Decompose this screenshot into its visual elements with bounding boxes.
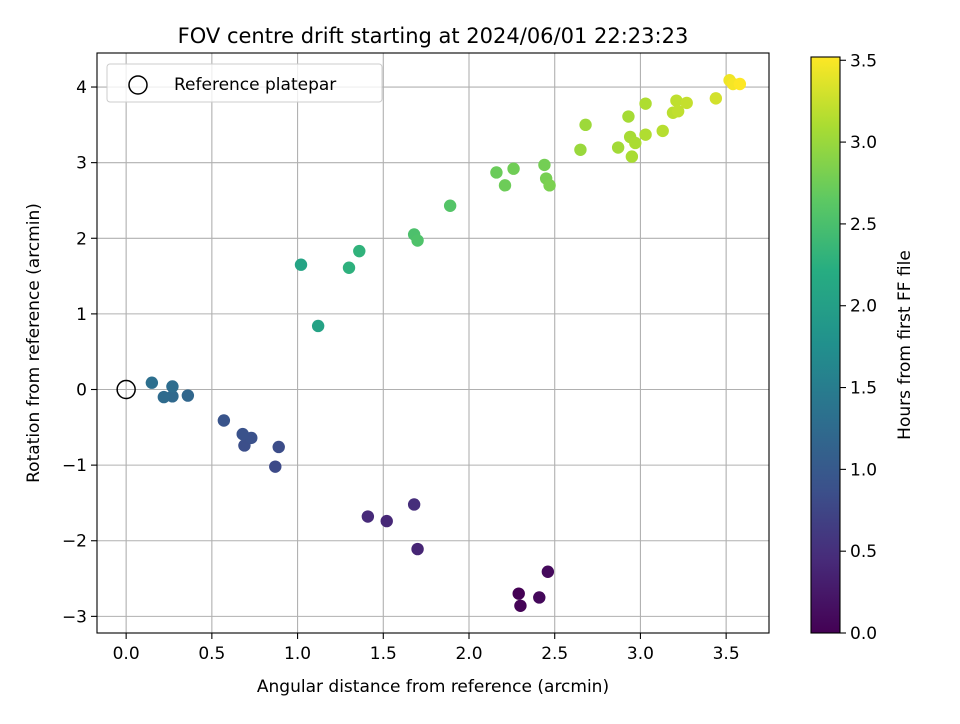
- colorbar-tick-label: 2.0: [850, 297, 877, 317]
- data-point: [311, 319, 325, 333]
- data-point: [361, 510, 375, 523]
- x-tick-label: 1.5: [370, 644, 397, 664]
- colorbar-label: Hours from first FF file: [895, 250, 915, 440]
- plot-frame: [96, 52, 770, 634]
- x-tick-label: 0.0: [113, 644, 140, 664]
- colorbar-tick-label: 2.5: [850, 215, 877, 235]
- x-axis-ticks: 0.0 0.5 1.0 1.5 2.0 2.5 3.0 3.5: [113, 633, 740, 664]
- x-tick-label: 2.5: [541, 644, 568, 664]
- y-tick-label: 2: [76, 229, 87, 249]
- colorbar-tick-label: 1.0: [850, 460, 877, 480]
- colorbar: 0.0 0.5 1.0 1.5 2.0 2.5 3.0 3.5 Hours from firs…: [810, 51, 915, 644]
- data-point: [533, 591, 546, 604]
- data-point: [709, 92, 723, 105]
- x-tick-label: 1.0: [284, 644, 311, 664]
- data-point: [543, 179, 556, 192]
- data-point: [342, 261, 356, 274]
- data-point: [629, 136, 642, 150]
- data-point: [514, 599, 527, 612]
- data-point: [269, 460, 282, 473]
- y-tick-label: 1: [76, 305, 87, 325]
- data-point: [294, 258, 308, 271]
- data-point: [670, 94, 683, 107]
- data-point: [411, 542, 424, 556]
- y-tick-label: −3: [62, 607, 87, 627]
- colorbar-ticks: 0.0 0.5 1.0 1.5 2.0 2.5 3.0 3.5: [840, 51, 877, 644]
- data-point: [490, 166, 503, 179]
- legend-entry-label: Reference platepar: [174, 75, 336, 95]
- colorbar-tick-label: 3.0: [850, 133, 877, 153]
- x-tick-label: 0.5: [198, 644, 225, 664]
- data-point: [639, 97, 652, 110]
- data-point: [507, 162, 520, 175]
- data-point: [217, 414, 231, 427]
- grid-lines: [97, 53, 769, 633]
- data-point: [639, 128, 652, 141]
- data-point: [622, 110, 635, 123]
- colorbar-tick-label: 3.5: [850, 51, 877, 71]
- x-axis-label: Angular distance from reference (arcmin): [257, 677, 609, 697]
- data-point: [272, 440, 285, 454]
- colorbar-tick-label: 0.0: [850, 624, 877, 644]
- data-point: [498, 179, 512, 192]
- data-point: [680, 96, 693, 110]
- data-points: [145, 74, 747, 612]
- y-axis-ticks: −3 −2 −1 0 1 2 3 4: [62, 78, 97, 627]
- data-point: [733, 77, 747, 91]
- data-point: [579, 118, 592, 132]
- legend: Reference platepar: [106, 63, 383, 103]
- data-point: [443, 199, 457, 212]
- data-point: [407, 498, 421, 511]
- data-point: [166, 380, 179, 393]
- y-tick-label: 3: [76, 154, 87, 174]
- y-tick-label: −2: [62, 532, 87, 552]
- colorbar-gradient: [810, 56, 841, 634]
- data-point: [671, 105, 685, 118]
- y-tick-label: −1: [62, 456, 87, 476]
- legend-marker-open-circle: [128, 75, 148, 95]
- data-point: [236, 427, 249, 441]
- data-point: [541, 565, 555, 578]
- data-point: [611, 141, 625, 154]
- x-tick-label: 3.5: [713, 644, 740, 664]
- data-point: [625, 150, 639, 163]
- x-tick-label: 3.0: [627, 644, 654, 664]
- data-point: [353, 244, 366, 258]
- data-point: [157, 390, 171, 404]
- colorbar-tick-label: 0.5: [850, 542, 877, 562]
- data-point: [411, 234, 424, 247]
- data-point: [574, 143, 587, 156]
- reference-platepar-marker: [116, 379, 136, 400]
- y-tick-label: 0: [76, 381, 87, 401]
- colorbar-tick-label: 1.5: [850, 379, 877, 399]
- data-point: [145, 376, 159, 389]
- data-point: [512, 587, 525, 600]
- data-point: [656, 124, 669, 138]
- data-point: [380, 514, 393, 528]
- y-tick-label: 4: [76, 78, 87, 98]
- data-point: [538, 158, 551, 172]
- x-tick-label: 2.0: [455, 644, 482, 664]
- y-axis-label: Rotation from reference (arcmin): [24, 203, 44, 483]
- legend-box: [106, 63, 383, 103]
- chart-title: FOV centre drift starting at 2024/06/01 …: [178, 24, 689, 48]
- data-point: [181, 389, 195, 402]
